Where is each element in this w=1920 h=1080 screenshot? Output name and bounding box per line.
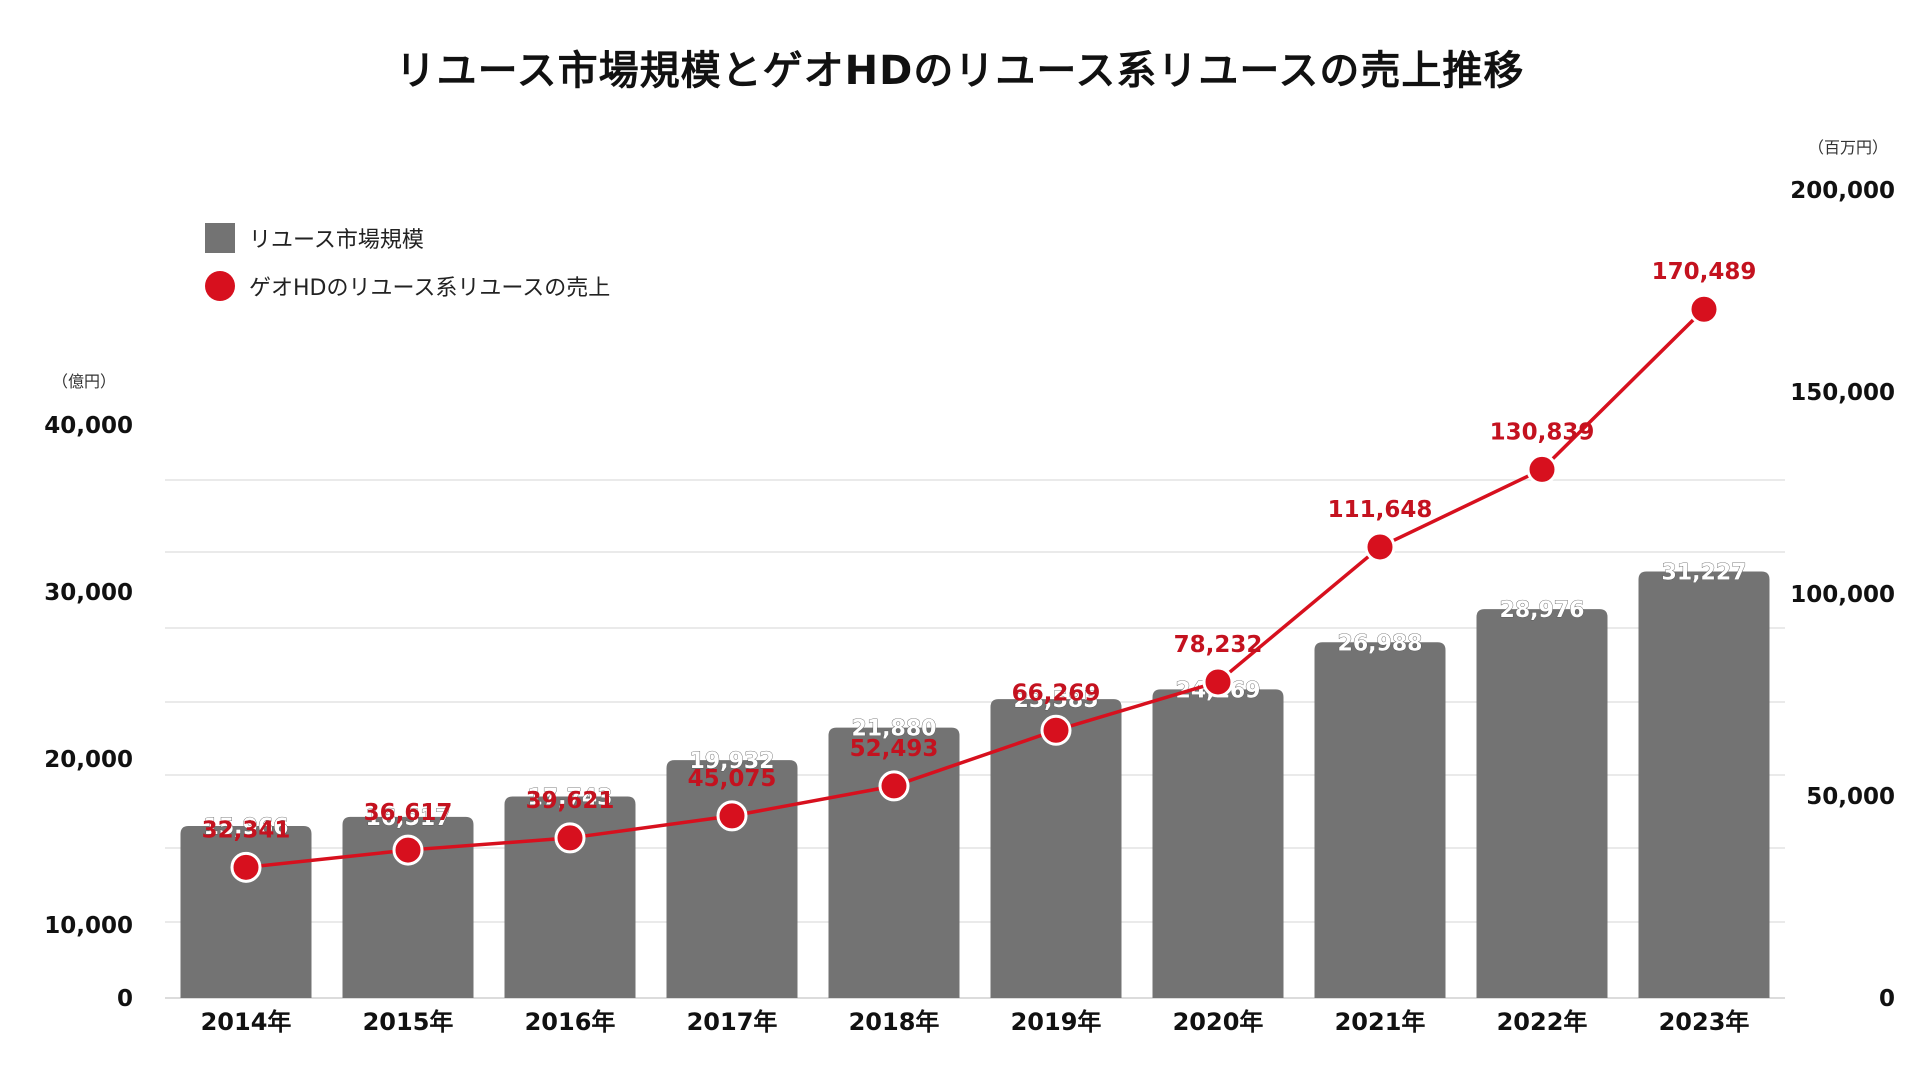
line-point	[1202, 666, 1234, 698]
x-axis-tick-label: 2019年	[1011, 1008, 1102, 1036]
line-point	[1364, 531, 1396, 563]
legend-item-line: ゲオHDのリユース系リユースの売上	[205, 270, 610, 302]
bar-value-label: 31,227	[1662, 561, 1747, 586]
line-value-label: 111,648	[1328, 497, 1433, 523]
line-value-label: 32,341	[202, 817, 291, 843]
line-value-label: 36,617	[364, 800, 453, 826]
right-axis-tick-label: 100,000	[1790, 582, 1895, 608]
legend-line-label: ゲオHDのリユース系リユースの売上	[249, 276, 611, 301]
x-axis-tick-label: 2021年	[1335, 1008, 1426, 1036]
x-axis-tick-label: 2018年	[849, 1008, 940, 1036]
x-axis-tick-label: 2014年	[201, 1008, 292, 1036]
left-axis-unit: （億円）	[52, 372, 117, 391]
right-axis-tick-label: 200,000	[1790, 178, 1895, 204]
bar	[828, 727, 960, 998]
bar-value-label: 26,988	[1338, 631, 1423, 656]
line-point	[392, 834, 424, 866]
left-axis-tick-label: 20,000	[44, 747, 133, 773]
bar	[990, 699, 1122, 998]
bar	[1152, 689, 1284, 998]
line-value-label: 39,621	[526, 788, 615, 814]
bar	[1638, 571, 1770, 998]
line-point	[1040, 714, 1072, 746]
line-value-label: 45,075	[688, 766, 777, 792]
line-point	[1526, 453, 1558, 485]
bar	[504, 796, 636, 998]
bar	[1476, 609, 1608, 998]
line-value-label: 78,232	[1174, 632, 1263, 658]
legend-line-swatch	[205, 271, 235, 301]
legend-item-bar: リユース市場規模	[205, 222, 424, 254]
left-axis-tick-label: 0	[117, 986, 133, 1012]
bar-value-label: 16,517	[366, 806, 451, 831]
x-axis-tick-label: 2020年	[1173, 1008, 1264, 1036]
line-value-label: 130,839	[1490, 419, 1595, 445]
bar	[180, 825, 312, 998]
right-axis-tick-label: 0	[1879, 986, 1895, 1012]
left-axis-tick-label: 10,000	[44, 913, 133, 939]
line-point	[716, 800, 748, 832]
bar	[1314, 642, 1446, 998]
right-axis-unit: （百万円）	[1808, 138, 1889, 157]
bar-value-label: 23,585	[1014, 688, 1099, 713]
line-point	[1688, 293, 1720, 325]
x-axis-tick-label: 2022年	[1497, 1008, 1588, 1036]
line-value-label: 66,269	[1012, 680, 1101, 706]
right-axis-tick-label: 50,000	[1806, 784, 1895, 810]
line-value-label: 52,493	[850, 736, 939, 762]
right-axis-tick-label: 150,000	[1790, 380, 1895, 406]
left-axis-tick-label: 30,000	[44, 580, 133, 606]
x-axis-tick-label: 2016年	[525, 1008, 616, 1036]
bar	[666, 760, 798, 998]
bar-value-label: 17,743	[528, 785, 613, 810]
line-value-label: 170,489	[1652, 259, 1757, 285]
bar	[342, 816, 474, 998]
line-point	[878, 770, 910, 802]
bar-value-label: 21,880	[852, 717, 937, 742]
x-axis-tick-label: 2023年	[1659, 1008, 1750, 1036]
x-axis-tick-label: 2017年	[687, 1008, 778, 1036]
bar-value-label: 28,976	[1500, 598, 1585, 623]
bar-value-label: 19,932	[690, 749, 775, 774]
legend-bar-label: リユース市場規模	[249, 228, 424, 253]
left-axis-tick-label: 40,000	[44, 413, 133, 439]
chart-title: リユース市場規模とゲオHDのリユース系リユースの売上推移	[395, 48, 1525, 94]
line-point	[230, 851, 262, 883]
x-axis-tick-label: 2015年	[363, 1008, 454, 1036]
bar-value-label: 15,966	[204, 815, 289, 840]
legend-bar-swatch	[205, 223, 235, 253]
line-series	[245, 307, 1706, 870]
line-point	[554, 822, 586, 854]
